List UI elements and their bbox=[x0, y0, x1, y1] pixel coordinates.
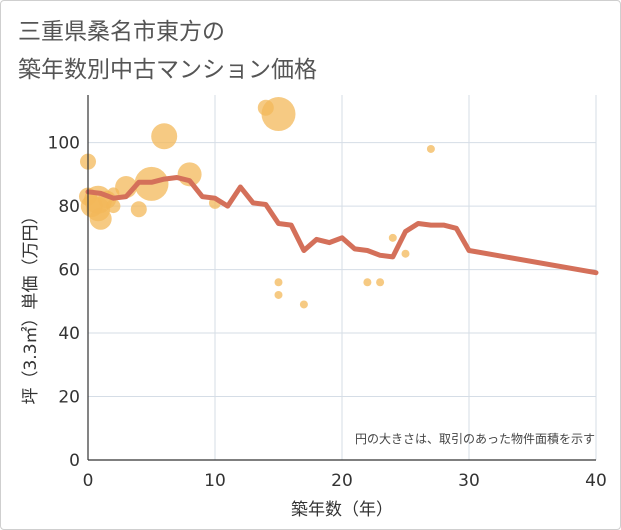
data-bubble bbox=[426, 144, 435, 153]
data-bubble bbox=[261, 97, 296, 132]
data-bubble bbox=[89, 207, 112, 230]
data-bubble bbox=[401, 249, 410, 258]
data-bubble bbox=[106, 199, 121, 214]
axes bbox=[87, 95, 596, 461]
y-tick-label: 0 bbox=[69, 451, 80, 471]
tick-labels: 0 10 20 30 40 0 20 40 60 80 100 bbox=[48, 134, 607, 491]
y-tick-label: 20 bbox=[58, 388, 80, 408]
average-price-line bbox=[85, 175, 599, 276]
y-tick-label: 60 bbox=[58, 261, 80, 281]
x-tick-label: 0 bbox=[83, 471, 94, 491]
data-bubble bbox=[274, 290, 283, 299]
y-axis-title: 坪（3.3㎡）単価（万円） bbox=[21, 207, 41, 404]
data-bubble bbox=[363, 278, 372, 287]
y-tick-label: 40 bbox=[58, 324, 80, 344]
line-layer bbox=[85, 175, 599, 276]
data-bubble bbox=[388, 233, 397, 242]
data-bubble bbox=[151, 123, 178, 150]
data-bubble bbox=[376, 278, 385, 287]
x-tick-label: 20 bbox=[331, 471, 353, 491]
x-axis-title: 築年数（年） bbox=[291, 500, 393, 520]
y-tick-label: 80 bbox=[58, 197, 80, 217]
bubble-size-note: 円の大きさは、取引のあった物件面積を示す bbox=[355, 431, 595, 446]
data-bubble bbox=[299, 300, 308, 309]
x-tick-label: 30 bbox=[458, 471, 480, 491]
x-tick-label: 10 bbox=[204, 471, 226, 491]
y-tick-label: 100 bbox=[48, 134, 80, 154]
x-tick-label: 40 bbox=[585, 471, 607, 491]
data-bubble bbox=[130, 201, 147, 218]
chart-title: 三重県桑名市東方の 築年数別中古マンション価格 bbox=[18, 19, 317, 83]
data-bubble bbox=[274, 278, 283, 287]
grid-lines bbox=[88, 95, 597, 460]
